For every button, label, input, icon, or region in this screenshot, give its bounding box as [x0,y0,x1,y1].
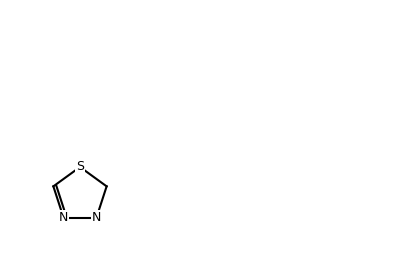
Text: N: N [59,211,68,224]
Text: N: N [92,211,101,224]
Text: S: S [76,161,84,174]
